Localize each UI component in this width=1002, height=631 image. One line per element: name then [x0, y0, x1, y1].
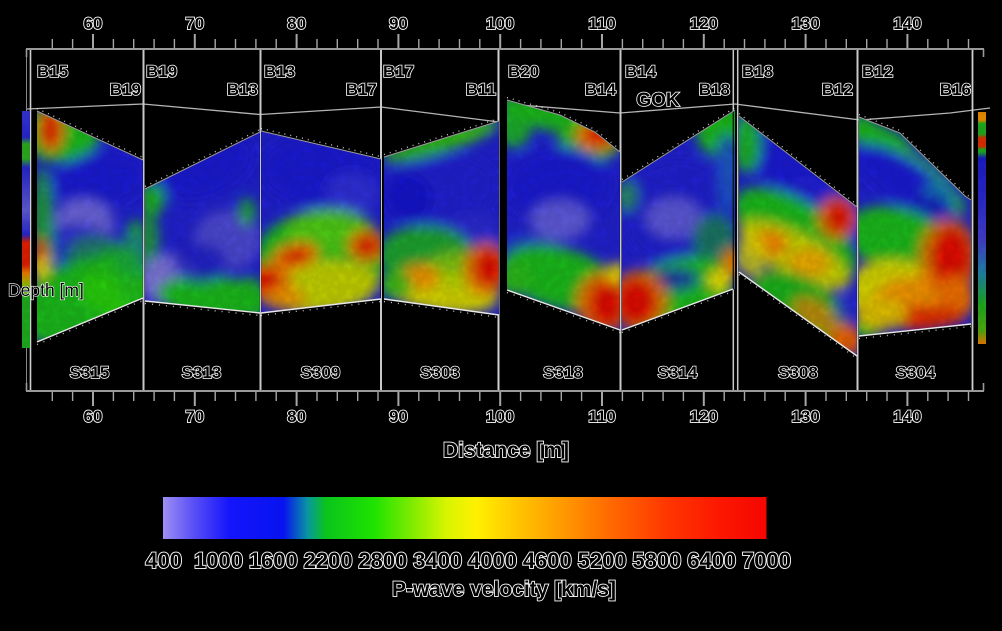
svg-text:80: 80: [287, 14, 306, 33]
svg-text:B14: B14: [625, 62, 657, 81]
svg-text:140: 140: [893, 14, 921, 33]
svg-text:B11: B11: [466, 80, 496, 99]
svg-text:S304: S304: [896, 363, 936, 382]
svg-text:5200: 5200: [578, 548, 627, 573]
svg-text:1600: 1600: [249, 548, 298, 573]
svg-text:60: 60: [84, 14, 103, 33]
svg-text:S313: S313: [182, 363, 222, 382]
svg-text:3400: 3400: [413, 548, 462, 573]
svg-text:B18: B18: [742, 62, 773, 81]
svg-text:4600: 4600: [523, 548, 572, 573]
svg-text:100: 100: [486, 14, 514, 33]
svg-text:GOK: GOK: [636, 90, 680, 111]
svg-text:140: 140: [893, 407, 921, 426]
svg-text:70: 70: [185, 407, 204, 426]
svg-text:1000: 1000: [194, 548, 243, 573]
svg-text:B18: B18: [699, 80, 730, 99]
svg-text:Distance [m]: Distance [m]: [443, 439, 569, 462]
svg-text:B16: B16: [940, 80, 971, 99]
svg-text:6400: 6400: [687, 548, 736, 573]
svg-text:400: 400: [145, 548, 182, 573]
svg-text:70: 70: [185, 14, 204, 33]
svg-text:90: 90: [389, 14, 408, 33]
svg-text:B15: B15: [37, 62, 68, 81]
svg-text:2800: 2800: [358, 548, 407, 573]
svg-text:S318: S318: [543, 363, 583, 382]
svg-text:S309: S309: [301, 363, 341, 382]
svg-text:P-wave velocity [km/s]: P-wave velocity [km/s]: [392, 578, 616, 601]
svg-text:120: 120: [690, 14, 718, 33]
svg-text:B17: B17: [346, 80, 377, 99]
svg-text:S308: S308: [778, 363, 818, 382]
svg-text:130: 130: [791, 14, 819, 33]
svg-text:B12: B12: [862, 62, 893, 81]
svg-text:60: 60: [84, 407, 103, 426]
svg-text:B13: B13: [227, 80, 258, 99]
svg-text:2200: 2200: [304, 548, 353, 573]
svg-text:4000: 4000: [468, 548, 517, 573]
svg-text:100: 100: [486, 407, 514, 426]
svg-text:S315: S315: [70, 363, 110, 382]
svg-text:B20: B20: [508, 62, 539, 81]
svg-text:90: 90: [389, 407, 408, 426]
svg-text:B12: B12: [822, 80, 853, 99]
svg-text:S303: S303: [420, 363, 460, 382]
svg-text:5800: 5800: [632, 548, 681, 573]
svg-text:130: 130: [791, 407, 819, 426]
svg-text:80: 80: [287, 407, 306, 426]
svg-text:Depth [m]: Depth [m]: [8, 280, 84, 300]
svg-text:7000: 7000: [742, 548, 791, 573]
svg-text:S314: S314: [658, 363, 698, 382]
svg-text:B17: B17: [383, 62, 414, 81]
svg-text:B14: B14: [585, 80, 617, 99]
svg-text:B19: B19: [110, 80, 141, 99]
svg-text:110: 110: [588, 407, 615, 426]
svg-text:120: 120: [690, 407, 718, 426]
svg-text:B19: B19: [146, 62, 177, 81]
svg-text:110: 110: [588, 14, 615, 33]
svg-text:B13: B13: [264, 62, 295, 81]
